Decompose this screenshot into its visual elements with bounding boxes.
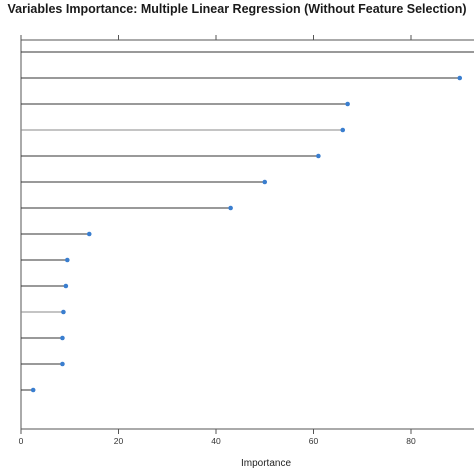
point-3 [340, 127, 346, 133]
x-tick-label-40: 40 [211, 436, 221, 446]
point-1 [457, 75, 463, 81]
point-12 [60, 361, 65, 367]
point-9 [63, 283, 69, 289]
x-tick-label-20: 20 [114, 436, 124, 446]
point-4 [316, 153, 321, 159]
point-8 [65, 257, 70, 263]
point-10 [61, 309, 66, 315]
point-6 [228, 205, 233, 211]
x-tick-label-80: 80 [406, 436, 416, 446]
x-tick-label-60: 60 [309, 436, 319, 446]
x-axis-label: Importance [241, 458, 291, 469]
point-7 [86, 231, 92, 237]
point-13 [30, 387, 36, 393]
point-11 [60, 335, 65, 341]
point-2 [345, 101, 350, 107]
point-5 [262, 179, 268, 185]
chart-title: Variables Importance: Multiple Linear Re… [7, 2, 467, 16]
x-tick-label-0: 0 [19, 436, 24, 446]
